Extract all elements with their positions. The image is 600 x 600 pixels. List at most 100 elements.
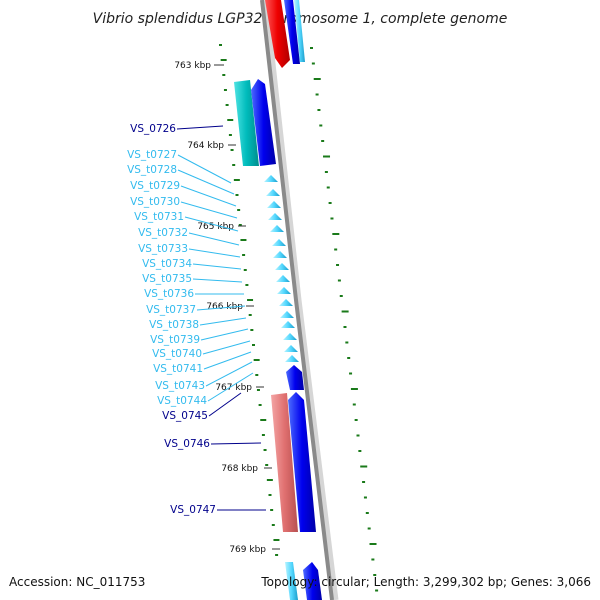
cds-feature-forward	[303, 562, 322, 600]
gc-skew-mark	[337, 279, 341, 282]
ruler-label: 763 kbp	[174, 61, 211, 71]
gc-skew-mark	[347, 357, 351, 359]
gc-skew-mark	[358, 450, 362, 452]
gc-skew-mark	[225, 104, 229, 106]
gc-skew-mark	[275, 554, 279, 556]
leader-line	[202, 340, 251, 355]
gc-skew-mark	[332, 233, 340, 235]
gc-skew-mark	[310, 47, 313, 49]
gc-skew-mark	[365, 512, 369, 514]
gc-skew-mark	[324, 171, 328, 173]
gc-skew-mark	[253, 359, 260, 361]
gc-skew-mark	[339, 295, 343, 297]
gc-skew-mark	[247, 299, 254, 301]
gene-label-cds: VS_0745	[162, 410, 208, 422]
gc-skew-mark	[268, 494, 272, 496]
trna-feature	[281, 321, 295, 328]
gc-skew-mark	[222, 74, 226, 76]
ruler-label: 766 kbp	[206, 302, 243, 312]
gc-skew-mark	[315, 93, 319, 96]
gc-skew-mark	[326, 186, 330, 189]
leader-line	[192, 278, 243, 283]
cds-feature-forward	[286, 365, 304, 390]
gc-skew-mark	[245, 284, 249, 286]
gene-label-trna: VS_t0738	[149, 319, 199, 331]
trna-feature	[276, 275, 290, 282]
gene-labels: VS_0726 VS_t0727 VS_t0728 VS_t0729 VS_t0730 V…	[127, 123, 266, 516]
gc-skew-mark	[363, 496, 367, 499]
cds-feature-forward	[284, 0, 300, 64]
gc-skew-mark	[371, 558, 375, 561]
leader-line	[210, 442, 262, 445]
trna-feature	[285, 562, 298, 600]
gc-skew-mark	[328, 202, 332, 204]
trna-feature	[283, 333, 297, 340]
gene-label-trna: VS_t0735	[142, 273, 192, 285]
leader-line	[207, 372, 254, 402]
gc-skew-mark	[375, 589, 379, 592]
gene-label-cds: VS_0747	[170, 504, 216, 516]
gc-skew-mark	[233, 179, 240, 181]
gc-skew-mark	[271, 524, 275, 526]
gene-label-trna: VS_t0730	[130, 196, 180, 208]
gc-skew-mark	[354, 419, 358, 421]
cds-feature-forward	[251, 79, 276, 166]
trna-feature	[277, 287, 291, 294]
gc-skew-mark	[273, 539, 280, 541]
gc-skew-mark	[356, 434, 360, 437]
gc-skew-mark	[230, 149, 234, 151]
leader-line	[208, 392, 242, 417]
gc-skew-mark	[265, 464, 269, 466]
gene-label-trna: VS_t0741	[153, 363, 203, 375]
gc-skew-mark	[255, 374, 259, 376]
cds-feature-forward	[294, 0, 305, 62]
gene-label-trna: VS_t0729	[130, 180, 180, 192]
rrna-feature	[271, 393, 298, 532]
gene-label-cds: VS_0726	[130, 123, 176, 135]
gene-label-trna: VS_t0744	[157, 395, 207, 407]
gc-skew-mark	[341, 310, 349, 313]
ruler-label: 768 kbp	[221, 464, 258, 474]
gc-skew-mark	[270, 509, 274, 511]
gc-skew-mark	[258, 404, 262, 406]
gc-skew-mark	[256, 389, 260, 391]
gc-skew-mark	[362, 481, 366, 483]
leader-line	[205, 361, 253, 387]
summary-text: Topology: circular; Length: 3,299,302 bp…	[260, 575, 591, 589]
gc-skew-mark	[323, 155, 331, 158]
gene-label-trna: VS_t0734	[142, 258, 192, 270]
gc-skew-mark	[369, 543, 377, 545]
backbone	[260, 0, 334, 600]
gc-skew-mark	[228, 134, 232, 136]
gc-skew-mark	[250, 329, 254, 331]
leader-line	[188, 248, 241, 258]
leader-line	[176, 125, 224, 130]
gc-skew-mark	[336, 264, 340, 266]
accession-text: Accession: NC_011753	[9, 575, 145, 589]
gc-skew-mark	[352, 403, 356, 406]
trna-feature	[264, 175, 278, 182]
gc-skew-mark	[238, 224, 242, 226]
gc-skew-mark	[240, 239, 247, 241]
leader-line	[180, 201, 238, 219]
gc-skew-mark	[311, 62, 315, 65]
gc-skew-mark	[232, 164, 236, 166]
gc-skew-mark	[350, 388, 358, 390]
trna-feature	[279, 299, 293, 306]
gc-skew-mark	[219, 44, 222, 46]
ruler-label: 767 kbp	[215, 383, 252, 393]
leader-line	[203, 351, 252, 370]
gene-label-trna: VS_t0736	[144, 288, 194, 300]
gc-skew-mark	[243, 269, 247, 271]
trna-feature	[266, 189, 280, 196]
leader-line	[196, 305, 246, 311]
gene-label-trna: VS_t0739	[150, 334, 200, 346]
trna-feature	[268, 213, 282, 220]
gc-skew-mark	[367, 527, 371, 530]
cds-feature-reverse	[234, 80, 259, 166]
gc-skew-mark	[248, 314, 252, 316]
gc-skew-mark	[313, 78, 321, 80]
leader-line	[188, 232, 240, 246]
gc-skew-mark	[237, 209, 241, 211]
feature-track	[234, 0, 322, 600]
